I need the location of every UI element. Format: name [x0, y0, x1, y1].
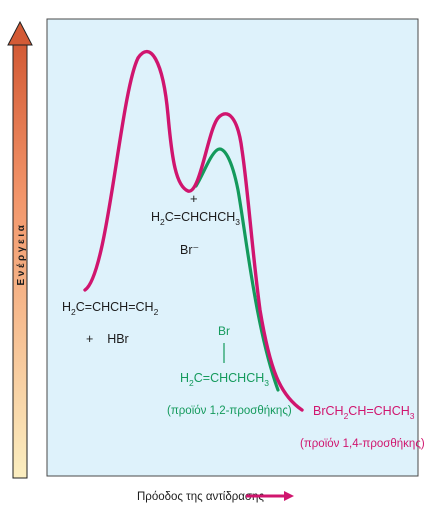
energy-axis-label: Ενέργεια — [16, 223, 27, 286]
energy-axis-arrow — [7, 20, 33, 479]
reactant-formula: H2C=CHCH=CH2 — [62, 300, 159, 317]
product-1-2-substituent: Br — [218, 324, 230, 338]
reactant-reagent: + HBr — [86, 332, 129, 346]
product-1-2-formula: H2C=CHCHCH3 — [180, 371, 269, 388]
progress-axis-arrow — [246, 491, 294, 501]
curve-1-2-addition — [194, 147, 280, 392]
progress-axis-label: Πρόοδος της αντίδρασης — [137, 491, 264, 503]
intermediate-counterion: Br⁻ — [180, 243, 199, 257]
intermediate-charge: + — [190, 191, 198, 206]
product-1-4-caption: (προϊόν 1,4-προσθήκης) — [300, 438, 425, 450]
intermediate-formula: H2C=CHCHCH3 — [151, 210, 240, 227]
plot-panel — [46, 18, 419, 477]
product-1-4-formula: BrCH2CH=CHCH3 — [313, 404, 415, 421]
product-1-2-caption: (προϊόν 1,2-προσθήκης) — [167, 405, 292, 417]
curve-1-4-addition — [83, 49, 304, 412]
